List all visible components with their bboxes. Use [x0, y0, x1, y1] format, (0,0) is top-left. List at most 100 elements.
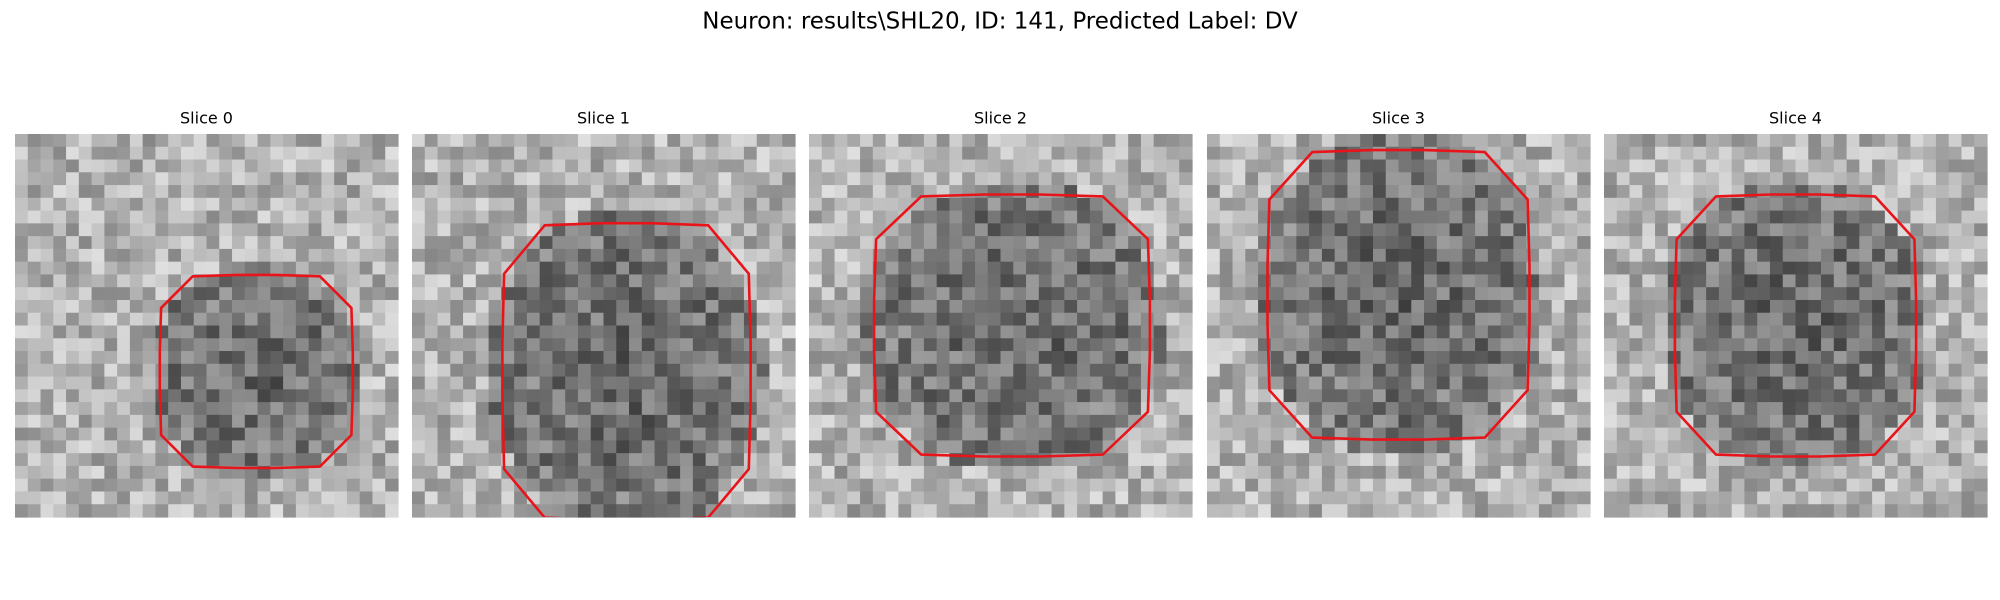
pixel [501, 363, 515, 378]
pixel [1487, 465, 1502, 480]
pixel [155, 287, 169, 301]
pixel [1538, 134, 1553, 148]
pixel [359, 402, 374, 416]
pixel [385, 363, 399, 378]
pixel [769, 223, 783, 237]
pixel [1424, 338, 1438, 352]
pixel [705, 389, 719, 403]
pixel [565, 389, 579, 403]
pixel [1449, 363, 1463, 378]
pixel [142, 338, 157, 352]
pixel [898, 363, 912, 378]
pixel [1808, 376, 1822, 390]
pixel [718, 504, 732, 518]
pixel [129, 236, 144, 250]
pixel [565, 402, 579, 416]
pixel [488, 376, 502, 390]
pixel [1513, 363, 1527, 378]
pixel [463, 402, 477, 416]
pixel [1232, 440, 1246, 454]
pixel [629, 223, 643, 237]
pixel [1667, 465, 1682, 480]
pixel [1321, 478, 1336, 493]
pixel [437, 338, 451, 352]
pixel [1513, 440, 1527, 454]
pixel [769, 338, 783, 352]
pixel [219, 261, 233, 276]
pixel [1077, 223, 1091, 237]
pixel [526, 427, 541, 441]
pixel [731, 210, 745, 224]
pixel [1179, 325, 1193, 339]
pixel [1411, 210, 1425, 224]
pixel [501, 236, 515, 250]
pixel [603, 325, 617, 339]
pixel [1038, 299, 1053, 314]
pixel [834, 172, 848, 186]
pixel [962, 146, 976, 161]
pixel [1309, 223, 1323, 237]
pixel [616, 389, 630, 403]
pixel [641, 325, 656, 339]
pixel [872, 197, 887, 212]
pixel [1884, 402, 1899, 416]
pixel [1604, 351, 1618, 365]
pixel [295, 210, 310, 224]
pixel [911, 325, 925, 339]
pixel [1846, 287, 1860, 301]
pixel [860, 197, 874, 212]
pixel [1935, 146, 1950, 161]
pixel [219, 210, 233, 224]
pixel [1296, 299, 1310, 314]
pixel [1334, 274, 1349, 288]
pixel [1424, 504, 1438, 518]
pixel [526, 146, 541, 161]
pixel [1411, 236, 1425, 250]
pixel [1718, 299, 1733, 314]
pixel [654, 274, 668, 288]
pixel [885, 172, 899, 186]
pixel [1064, 465, 1078, 480]
pixel [244, 351, 259, 365]
pixel [731, 159, 745, 173]
pixel [1000, 134, 1014, 148]
pixel [1487, 478, 1502, 493]
pixel [53, 210, 67, 224]
pixel [756, 491, 771, 505]
pixel [834, 478, 848, 493]
pixel [962, 478, 976, 493]
pixel [1296, 504, 1310, 518]
pixel [53, 427, 67, 441]
pixel [412, 197, 426, 212]
pixel [1232, 134, 1246, 148]
pixel [923, 299, 938, 314]
pixel [1449, 414, 1463, 429]
pixel [1283, 236, 1297, 250]
pixel [1667, 453, 1682, 467]
pixel [180, 197, 195, 212]
pixel [1475, 491, 1489, 505]
pixel [475, 312, 490, 327]
pixel [667, 427, 681, 441]
pixel [641, 478, 656, 493]
pixel [667, 185, 681, 199]
pixel [1321, 491, 1336, 505]
pixel [1551, 185, 1566, 199]
pixel [1487, 134, 1502, 148]
pixel [1128, 197, 1142, 212]
pixel [1000, 146, 1014, 161]
pixel [1064, 491, 1078, 505]
pixel [308, 440, 322, 454]
pixel [872, 453, 887, 467]
pixel [40, 159, 54, 173]
pixel [40, 312, 54, 327]
pixel [539, 197, 554, 212]
pixel [1872, 210, 1886, 224]
pixel [334, 453, 348, 467]
pixel [1462, 223, 1476, 237]
pixel [1769, 414, 1784, 429]
pixel [27, 338, 42, 352]
pixel [1309, 402, 1323, 416]
pixel [654, 159, 668, 173]
pixel [1961, 248, 1975, 263]
